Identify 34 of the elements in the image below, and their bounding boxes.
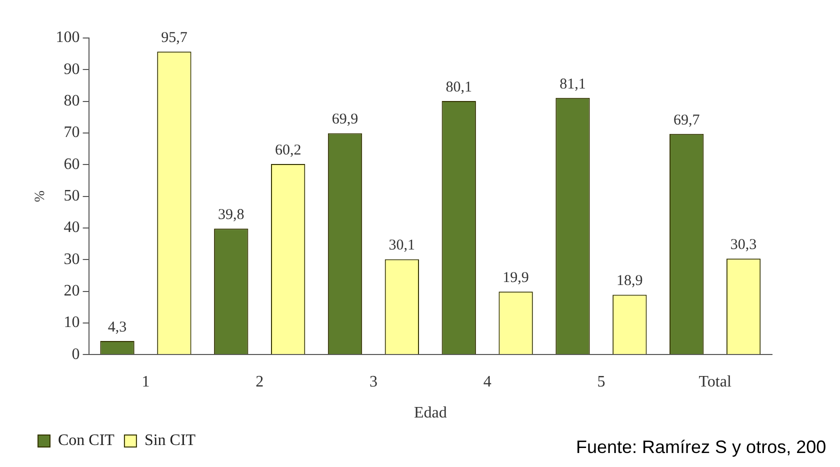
y-tick-label: 0 — [72, 346, 80, 363]
legend-label: Sin CIT — [144, 432, 196, 450]
y-tick-label: 90 — [64, 60, 80, 78]
data-label: 69,9 — [332, 112, 358, 128]
source-note: Fuente: Ramírez S y otros, 200 — [576, 436, 826, 457]
y-tick-label: 80 — [64, 92, 80, 110]
y-tick-label: 40 — [64, 219, 80, 236]
data-label: 81,1 — [560, 76, 586, 92]
data-label: 39,8 — [218, 207, 244, 224]
data-label: 60,2 — [274, 142, 302, 158]
data-label: 30,3 — [730, 237, 757, 254]
y-tick-label: 70 — [64, 124, 80, 142]
y-axis-title: % — [33, 190, 48, 202]
data-label: 4,3 — [108, 319, 127, 336]
legend-label: Con CIT — [58, 432, 115, 450]
data-label: 30,1 — [388, 238, 416, 254]
x-tick-label: 1 — [142, 373, 150, 390]
x-tick-label: 4 — [483, 373, 492, 390]
y-tick-label: 60 — [64, 156, 80, 173]
data-label: 19,9 — [502, 270, 529, 286]
x-axis-title: Edad — [414, 404, 447, 422]
x-tick-label: 5 — [597, 373, 606, 390]
data-label: 95,7 — [161, 30, 188, 46]
y-tick-label: 20 — [64, 282, 80, 300]
x-tick-label: 3 — [369, 373, 378, 390]
data-label: 18,9 — [616, 273, 643, 290]
x-tick-label: Total — [698, 373, 732, 390]
y-tick-label: 30 — [64, 250, 80, 268]
data-label: 69,7 — [673, 112, 700, 128]
y-tick-label: 100 — [56, 29, 80, 46]
y-tick-label: 50 — [64, 188, 80, 205]
y-tick-label: 10 — [64, 314, 80, 332]
x-tick-label: 2 — [256, 373, 264, 390]
data-label: 80,1 — [446, 79, 472, 96]
